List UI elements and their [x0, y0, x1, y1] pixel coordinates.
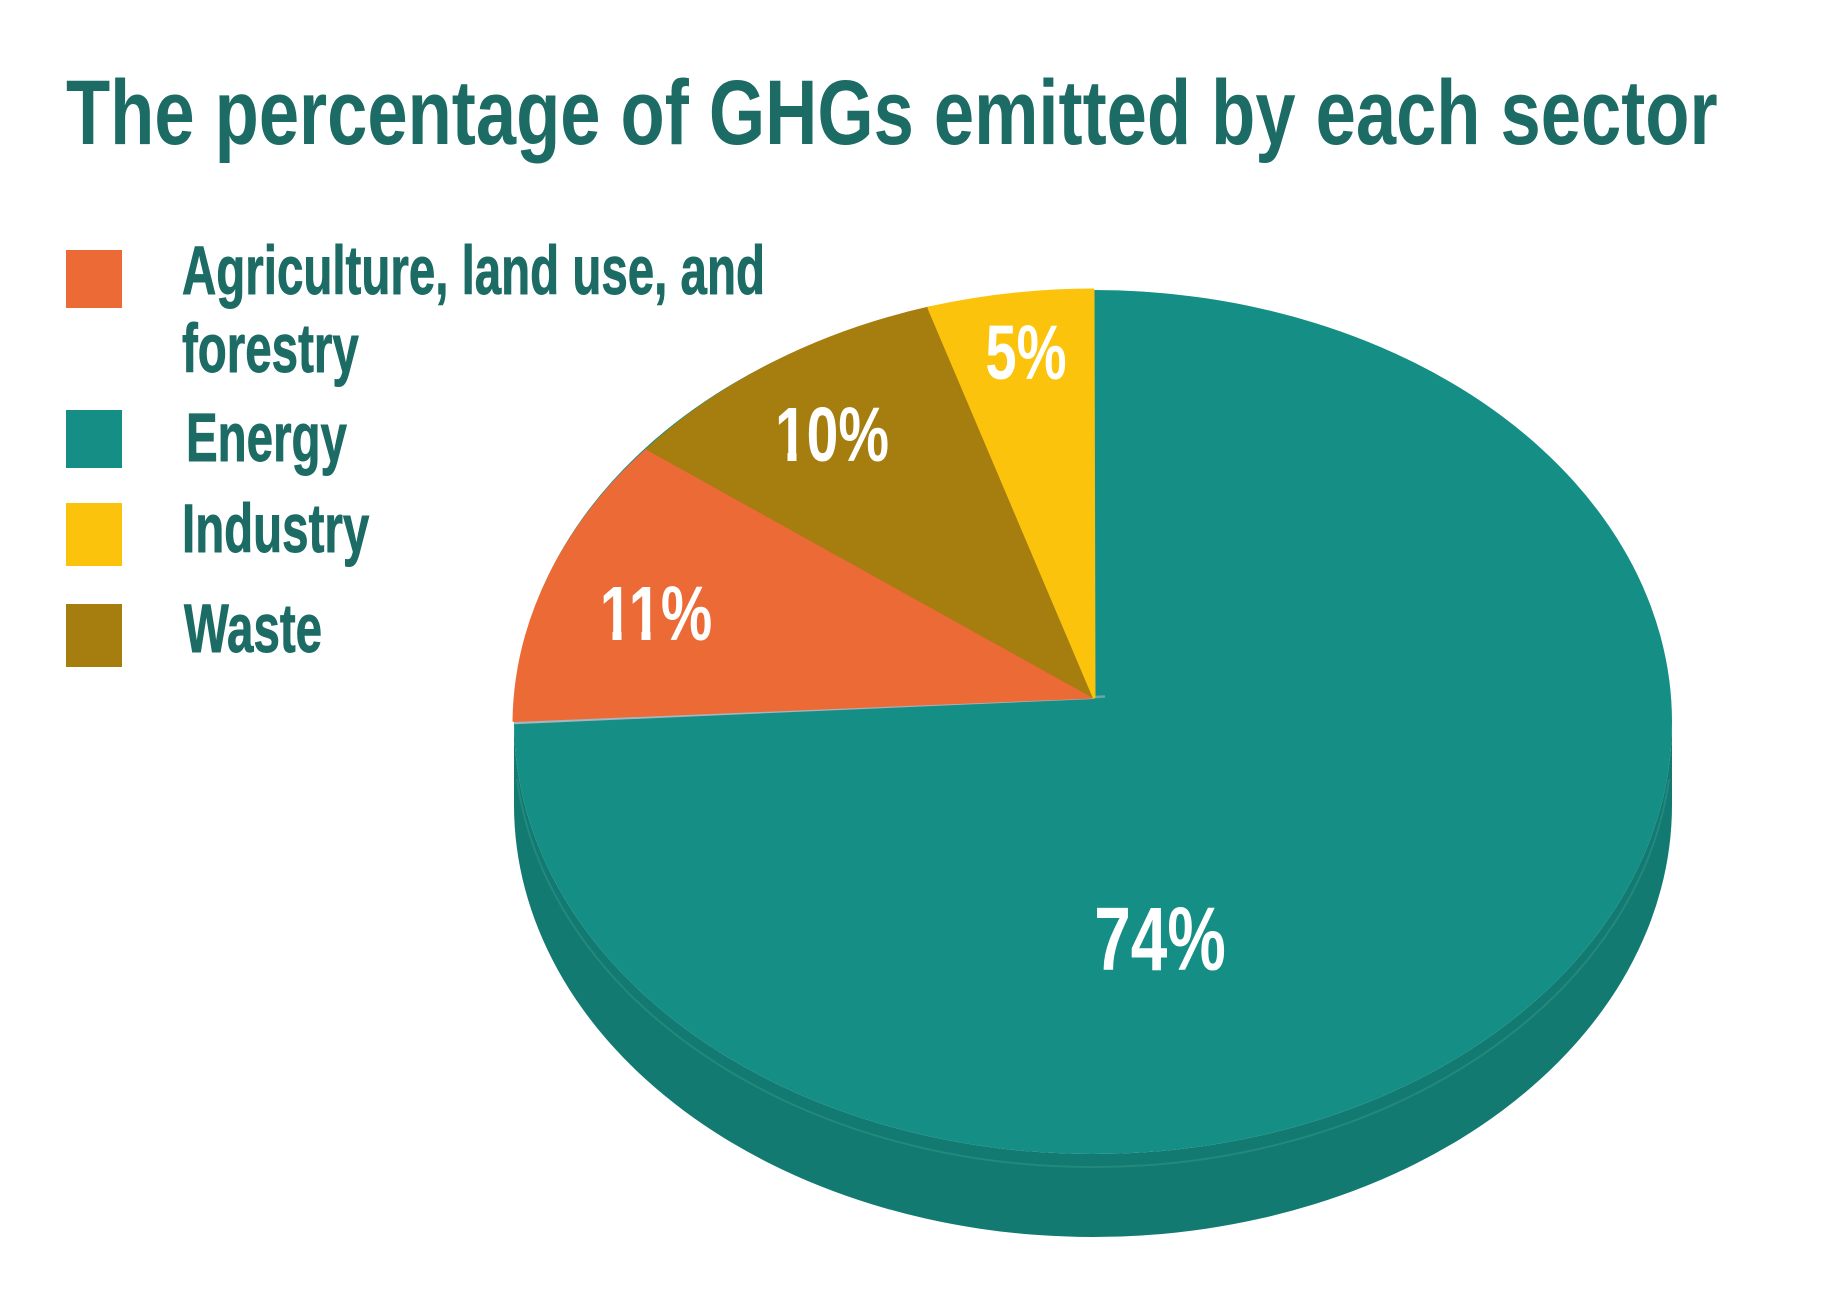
svg-text:11%: 11%: [600, 571, 712, 657]
svg-text:10%: 10%: [775, 393, 889, 478]
svg-text:74%: 74%: [1094, 889, 1225, 990]
svg-text:5%: 5%: [985, 310, 1066, 396]
